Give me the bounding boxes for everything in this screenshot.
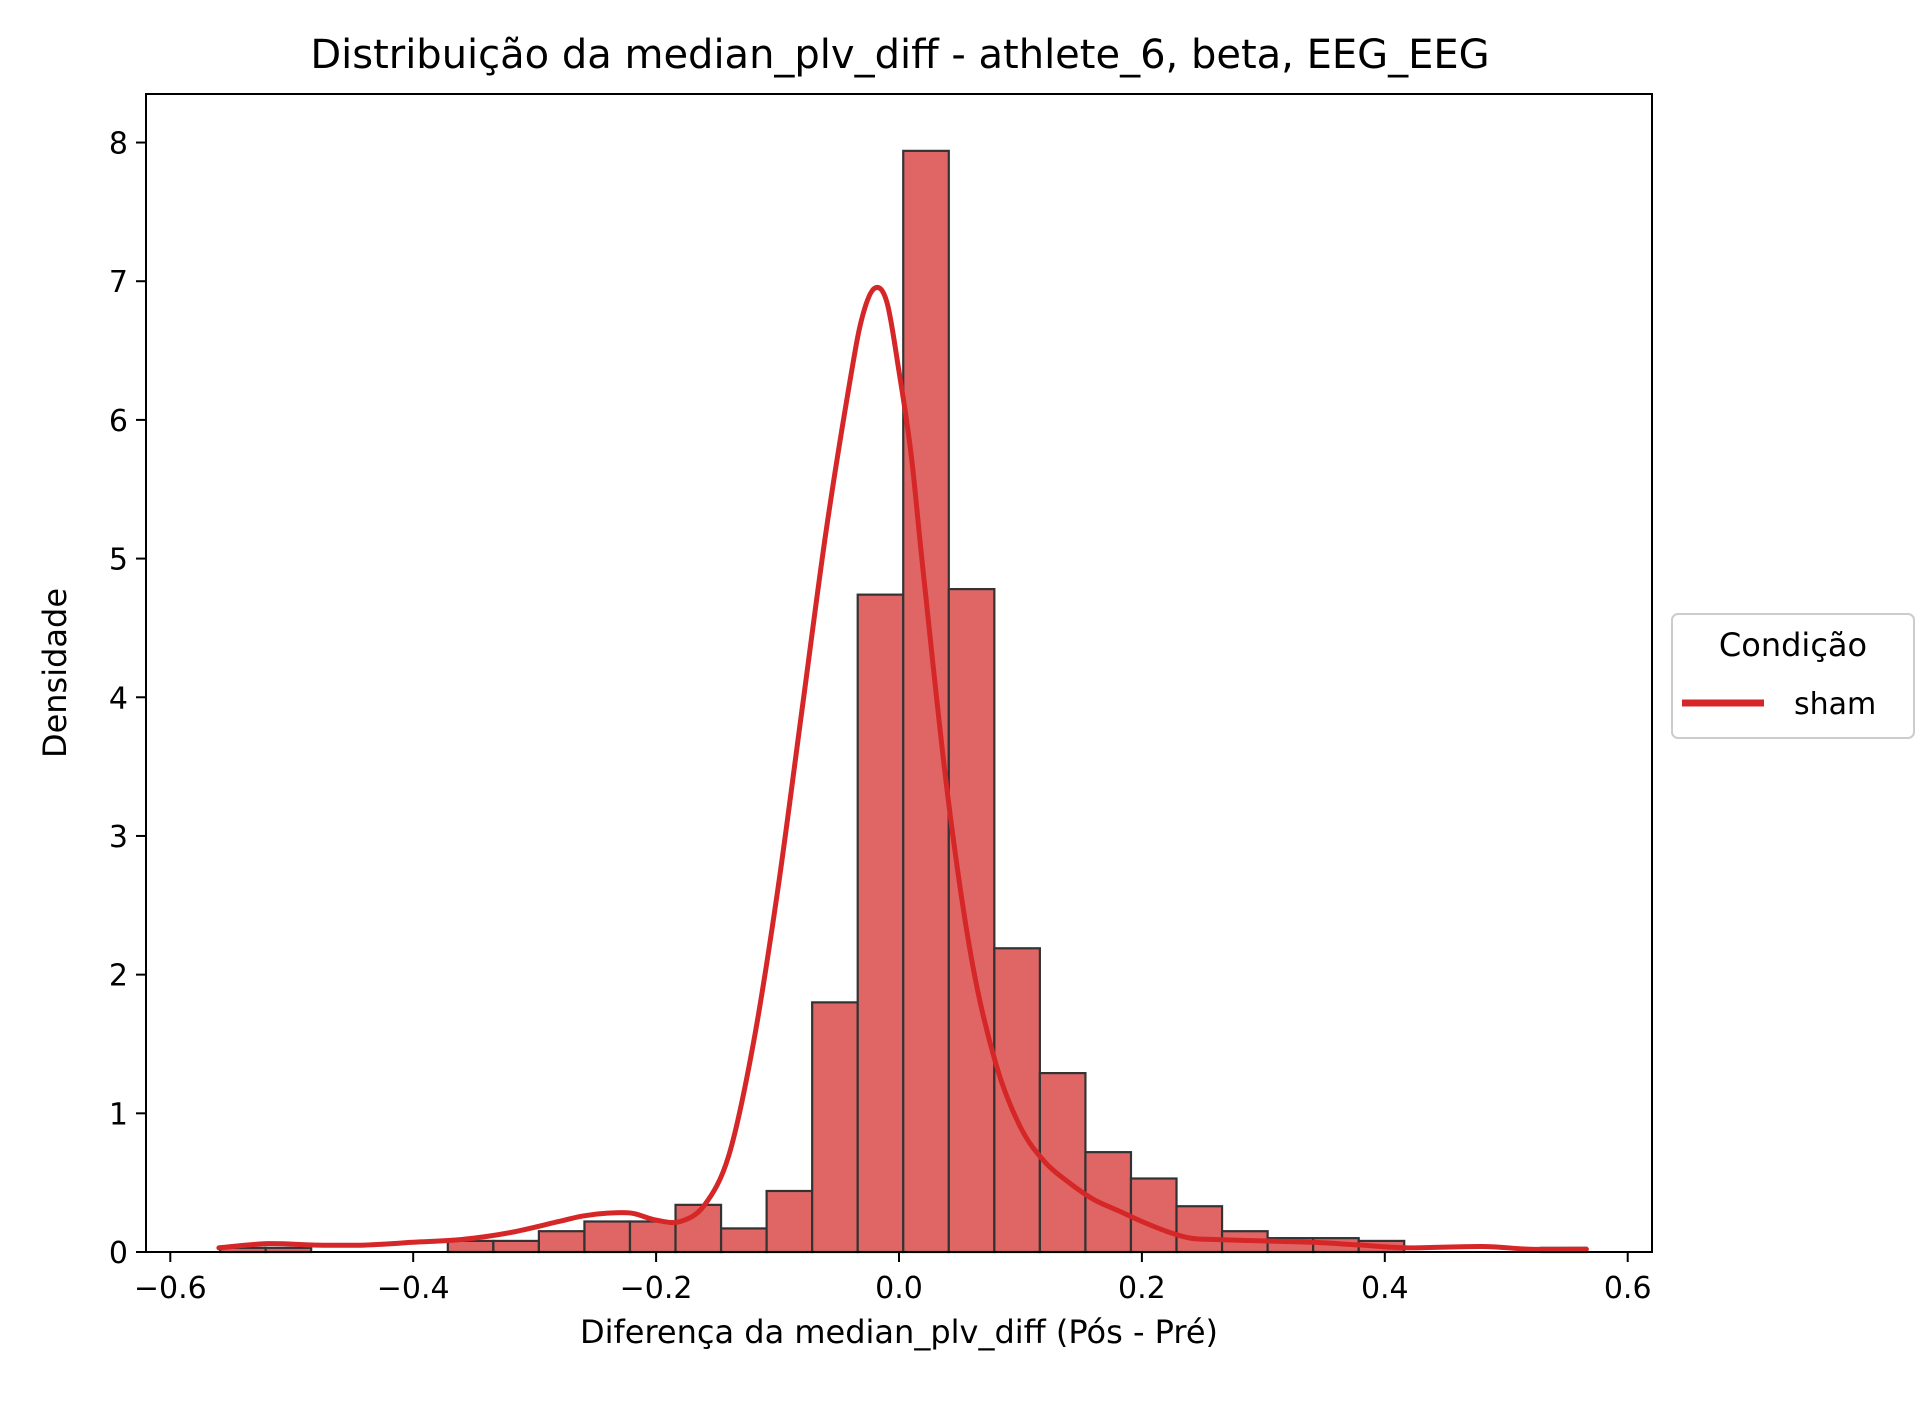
y-tick-label: 3	[109, 820, 128, 855]
x-tick-label: −0.4	[377, 1271, 450, 1306]
x-axis-ticks: −0.6 −0.4 −0.2 0.0 0.2 0.4 0.6	[134, 1252, 1652, 1306]
histogram-bar	[719, 1227, 768, 1254]
y-tick-label: 0	[109, 1236, 128, 1271]
x-tick-label: −0.2	[620, 1271, 693, 1306]
histogram-bar	[1175, 1205, 1224, 1254]
histogram-bar	[537, 1230, 586, 1254]
histogram-bar	[492, 1239, 540, 1254]
x-tick-label: 0.6	[1604, 1271, 1652, 1306]
histogram-bar	[765, 1189, 814, 1254]
y-tick-label: 6	[109, 404, 128, 439]
y-tick-label: 4	[109, 681, 128, 716]
histogram-bar	[628, 1220, 677, 1254]
x-tick-label: 0.2	[1118, 1271, 1166, 1306]
kde-curves	[216, 284, 1589, 1252]
legend-box	[1671, 613, 1915, 739]
histogram-bar	[856, 593, 905, 1254]
y-axis-title: Densidade	[36, 588, 74, 758]
chart-title: Distribuição da median_plv_diff - athlet…	[310, 32, 1489, 78]
histogram-bar	[993, 947, 1041, 1254]
y-tick-label: 1	[109, 1097, 128, 1132]
histogram-bar	[947, 587, 996, 1254]
y-tick-label: 8	[109, 127, 128, 162]
histogram-bar	[1129, 1177, 1178, 1254]
legend-label-sham: sham	[1794, 687, 1876, 722]
histogram-bar	[583, 1220, 632, 1254]
y-tick-label: 2	[109, 959, 128, 994]
histogram-bar	[902, 149, 950, 1254]
y-axis-ticks: 0 1 2 3 4 5 6 7 8	[109, 127, 146, 1271]
legend: Condição sham	[1671, 613, 1915, 739]
legend-title: Condição	[1719, 626, 1867, 664]
histogram-bar	[811, 1001, 859, 1254]
kde-line-sham	[216, 284, 1589, 1252]
x-tick-label: 0.0	[875, 1271, 923, 1306]
x-tick-label: −0.6	[134, 1271, 207, 1306]
histogram-bars	[218, 149, 1588, 1254]
x-axis-title: Diferença da median_plv_diff (Pós - Pré)	[580, 1313, 1218, 1351]
histogram-bar	[1084, 1151, 1133, 1254]
y-tick-label: 5	[109, 543, 128, 578]
x-tick-label: 0.4	[1361, 1271, 1409, 1306]
y-tick-label: 7	[109, 265, 128, 300]
